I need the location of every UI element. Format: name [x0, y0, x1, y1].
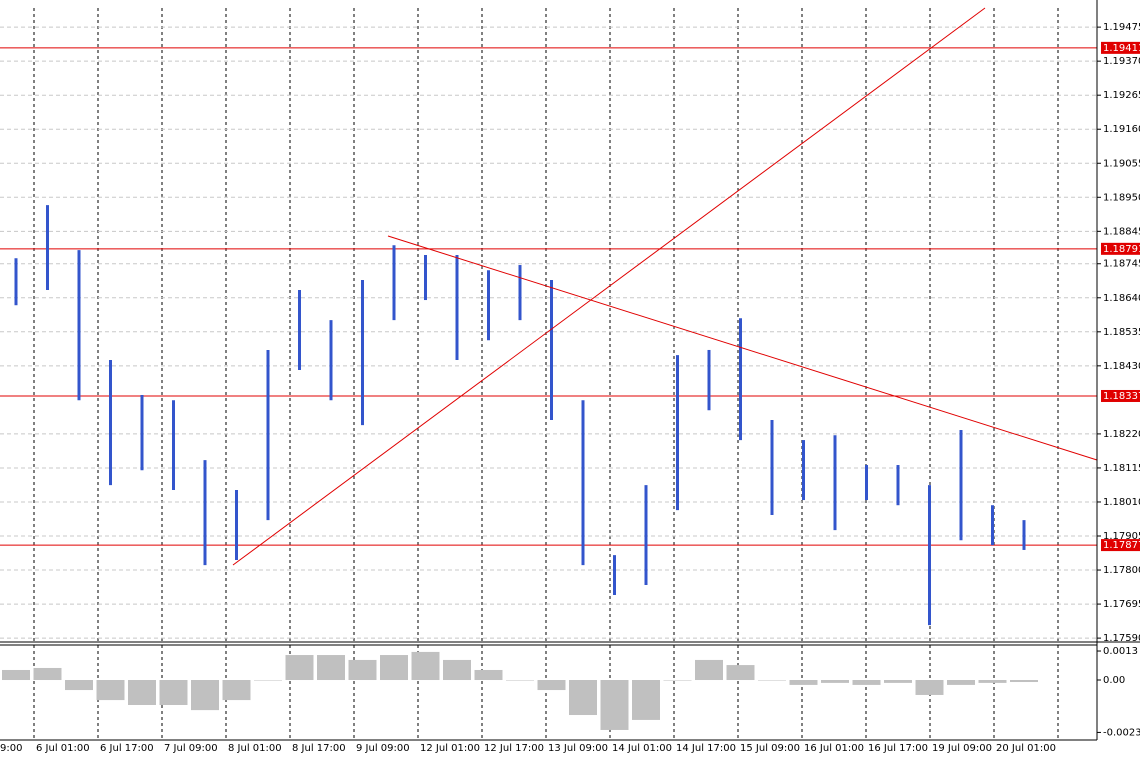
- y-tick-label: 1.19475: [1103, 22, 1140, 33]
- osc-bar: [915, 680, 944, 695]
- x-tick-label: 6 Jul 01:00: [36, 743, 90, 754]
- y-tick-label: 1.19160: [1103, 124, 1140, 135]
- osc-bar: [758, 680, 786, 681]
- x-tick-label: 9 Jul 09:00: [356, 743, 410, 754]
- osc-bar: [852, 680, 881, 685]
- x-tick-label: 6 Jul 17:00: [100, 743, 154, 754]
- osc-bar: [285, 655, 314, 681]
- y-tick-label: 1.18950: [1103, 192, 1140, 203]
- y-tick-label: 1.18845: [1103, 226, 1140, 237]
- osc-bar: [884, 680, 912, 683]
- y-tick-label: 1.17695: [1103, 599, 1140, 610]
- osc-bar: [222, 680, 251, 701]
- y-tick-label: 1.18745: [1103, 259, 1140, 270]
- osc-bar: [191, 680, 219, 711]
- x-tick-label: 16 Jul 17:00: [868, 743, 928, 754]
- y-tick-label: 1.17800: [1103, 565, 1140, 576]
- x-tick-label: 13 Jul 09:00: [548, 743, 608, 754]
- labels-layer: 1.19475 1.19370 1.19265 1.19160 1.19055 1.189…: [0, 22, 1140, 754]
- osc-bar: [726, 665, 755, 681]
- osc-bar: [65, 680, 93, 691]
- x-tick-label: 20 Jul 01:00: [996, 743, 1056, 754]
- trend-line: [232, 7, 986, 566]
- osc-bar: [159, 680, 188, 705]
- osc-bar: [411, 651, 440, 681]
- osc-bar: [96, 680, 125, 701]
- osc-bar: [128, 680, 156, 705]
- x-tick-label: 14 Jul 01:00: [612, 743, 672, 754]
- osc-bar: [978, 680, 1007, 683]
- osc-bar: [317, 655, 345, 681]
- y-tick-label: 1.18220: [1103, 429, 1140, 440]
- x-tick-label: 8 Jul 17:00: [292, 743, 346, 754]
- osc-bar: [2, 669, 30, 681]
- osc-bar: [33, 667, 62, 681]
- level-label: 1.18337: [1103, 391, 1140, 402]
- marks-layer: [0, 47, 1097, 730]
- y-tick-label: 1.17905: [1103, 531, 1140, 542]
- osc-bar: [663, 680, 692, 681]
- x-tick-label: 14 Jul 17:00: [676, 743, 736, 754]
- y-tick-label: 0.00: [1103, 675, 1125, 686]
- y-tick-label: 1.17590: [1103, 633, 1140, 644]
- osc-bar: [474, 669, 503, 681]
- osc-bar: [537, 680, 566, 691]
- x-tick-label: 12 Jul 01:00: [420, 743, 480, 754]
- x-tick-label: 8 Jul 01:00: [228, 743, 282, 754]
- level-badge: [1101, 539, 1140, 552]
- level-label: 1.17877: [1103, 540, 1140, 551]
- osc-bar: [695, 659, 723, 681]
- level-badge: [1101, 242, 1140, 255]
- y-tick-label: 1.18640: [1103, 293, 1140, 304]
- osc-bar: [569, 680, 597, 716]
- x-tick-label: 19 Jul 09:00: [932, 743, 992, 754]
- y-tick-label: 1.19265: [1103, 90, 1140, 101]
- y-tick-label: 1.19055: [1103, 158, 1140, 169]
- x-tick-label: 15 Jul 09:00: [740, 743, 800, 754]
- y-tick-label: -0.00235: [1103, 727, 1140, 738]
- x-tick-label: 9:00: [0, 743, 22, 754]
- level-badge: [1101, 41, 1140, 54]
- osc-bar: [789, 680, 818, 685]
- osc-bar: [632, 680, 660, 720]
- osc-bar: [380, 655, 408, 681]
- x-tick-label: 12 Jul 17:00: [484, 743, 544, 754]
- trend-line: [387, 235, 1098, 461]
- y-tick-label: 1.18115: [1103, 463, 1140, 474]
- osc-bar: [947, 680, 975, 685]
- y-tick-label: 1.18010: [1103, 497, 1140, 508]
- osc-bar: [443, 659, 471, 681]
- osc-bar: [348, 659, 377, 681]
- y-tick-label: 1.19370: [1103, 56, 1140, 67]
- y-tick-label: 1.18535: [1103, 327, 1140, 338]
- osc-bar: [1010, 680, 1038, 683]
- osc-bar: [821, 680, 849, 683]
- x-tick-label: 16 Jul 01:00: [804, 743, 864, 754]
- osc-bar: [506, 680, 534, 681]
- x-tick-label: 7 Jul 09:00: [164, 743, 218, 754]
- level-badge: [1101, 389, 1140, 402]
- osc-bar: [600, 680, 629, 730]
- y-tick-label: 0.0013: [1103, 646, 1138, 657]
- y-tick-label: 1.18430: [1103, 361, 1140, 372]
- osc-bar: [254, 680, 282, 681]
